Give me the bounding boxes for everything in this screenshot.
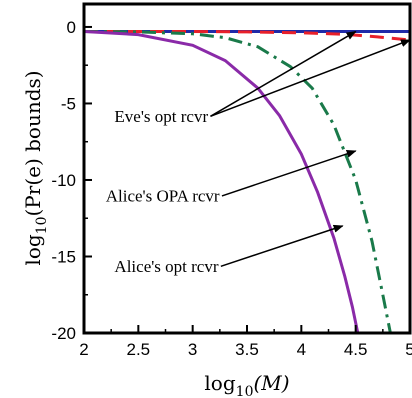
annotation-arrow	[210, 39, 411, 118]
x-axis-title: log10(M)	[204, 371, 289, 398]
x-tick-label: 2.5	[127, 340, 151, 359]
ticks-layer: 2 2.5 3 3.5 4 4.5 5 0 -5 -10 -15 -20	[51, 18, 412, 359]
x-tick-label: 4	[297, 340, 306, 359]
series-line-2	[84, 30, 392, 333]
annotation-label: Alice's OPA rcvr	[106, 186, 220, 205]
annotation-arrow	[221, 149, 357, 197]
x-tick-label: 3.5	[235, 340, 259, 359]
y-tick-label: 0	[67, 18, 76, 37]
series-layer	[84, 30, 410, 333]
series-line-1	[84, 30, 410, 42]
annotation-arrow	[220, 224, 344, 268]
plot-frame	[82, 2, 412, 335]
x-tick-label: 4.5	[344, 340, 368, 359]
series-line-3	[84, 30, 360, 333]
y-axis-title: log10(Pr(e) bounds)	[21, 70, 50, 265]
y-tick-label: -10	[51, 171, 76, 190]
y-tick-label: -15	[51, 247, 76, 266]
y-tick-label: -20	[51, 324, 76, 343]
y-tick-label: -5	[61, 94, 76, 113]
x-tick-label: 3	[188, 340, 197, 359]
annotation-label: Eve's opt rcvr	[114, 107, 208, 126]
annotation-layer: Eve's opt rcvr Alice's OPA rcvr Alice's op…	[104, 30, 411, 278]
x-tick-label: 5	[405, 340, 412, 359]
x-tick-label: 2	[79, 340, 88, 359]
annotation-arrow	[210, 30, 357, 117]
annotation-label: Alice's opt rcvr	[114, 257, 218, 276]
